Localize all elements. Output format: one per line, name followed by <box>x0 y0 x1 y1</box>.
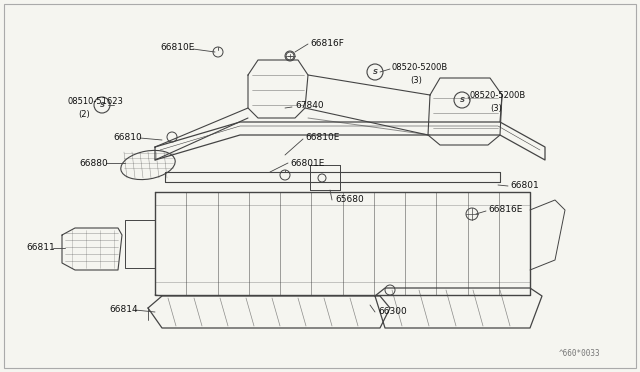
Text: 66810E: 66810E <box>305 134 339 142</box>
Text: 66810E: 66810E <box>161 44 195 52</box>
Text: 66801E: 66801E <box>290 158 324 167</box>
Text: (3): (3) <box>490 103 502 112</box>
Text: 66814: 66814 <box>109 305 138 314</box>
Text: 66810: 66810 <box>113 134 142 142</box>
Text: 67840: 67840 <box>295 100 324 109</box>
Text: 08510-51623: 08510-51623 <box>68 97 124 106</box>
Text: 66816F: 66816F <box>310 38 344 48</box>
Text: S: S <box>372 69 378 75</box>
Text: (2): (2) <box>78 109 90 119</box>
Text: 65680: 65680 <box>335 196 364 205</box>
Text: S: S <box>460 97 465 103</box>
Text: 66300: 66300 <box>378 308 407 317</box>
Text: (3): (3) <box>410 76 422 84</box>
Text: 66801: 66801 <box>510 180 539 189</box>
Text: 08520-5200B: 08520-5200B <box>392 64 448 73</box>
Text: ^660*0033: ^660*0033 <box>558 349 600 358</box>
Text: S: S <box>99 102 104 108</box>
Text: 66816E: 66816E <box>488 205 522 215</box>
Text: 66811: 66811 <box>26 244 55 253</box>
Text: 66880: 66880 <box>79 158 108 167</box>
Text: 08520-5200B: 08520-5200B <box>470 92 526 100</box>
